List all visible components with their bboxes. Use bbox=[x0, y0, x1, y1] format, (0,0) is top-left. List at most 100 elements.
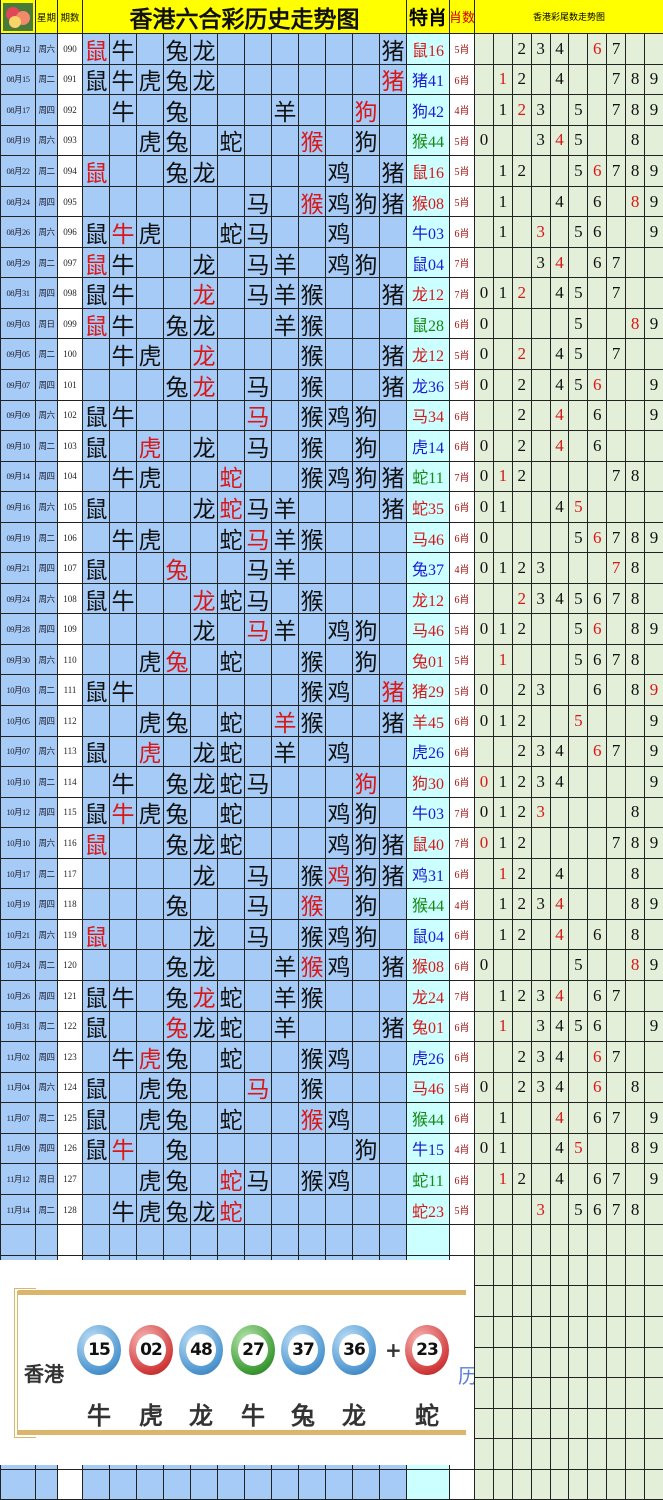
zodiac-cell bbox=[191, 125, 218, 157]
tail-digit-cell: 2 bbox=[512, 64, 532, 96]
tail-digit-cell: 0 bbox=[475, 1133, 494, 1165]
zodiac-cell: 兔 bbox=[164, 889, 191, 920]
tail-digit-cell bbox=[531, 278, 551, 309]
tail-digit-cell bbox=[569, 461, 589, 493]
tail-digit-cell: 8 bbox=[626, 828, 646, 859]
zodiac-cell: 鼠 bbox=[83, 156, 110, 187]
tail-digit-cell: 7 bbox=[607, 64, 627, 96]
tail-digit-cell: 1 bbox=[493, 156, 513, 187]
tail-digit-cell: 7 bbox=[607, 553, 627, 584]
zodiac-cell: 虎 bbox=[137, 125, 164, 157]
date-cell: 09月28 bbox=[1, 614, 36, 645]
zodiac-cell bbox=[110, 706, 137, 737]
zodiac-cell: 蛇 bbox=[218, 1042, 245, 1073]
zodiac-cell: 鼠 bbox=[83, 675, 110, 707]
empty-cell bbox=[493, 1316, 513, 1348]
empty-cell bbox=[493, 1439, 513, 1470]
empty-cell bbox=[607, 1378, 627, 1409]
weekday-cell: 周六 bbox=[36, 400, 58, 432]
zodiac-cell bbox=[272, 400, 299, 432]
tail-digit-cell bbox=[588, 828, 608, 859]
empty-cell bbox=[475, 1408, 494, 1440]
tail-digit-cell: 5 bbox=[569, 339, 589, 371]
zodiac-cell: 鸡 bbox=[326, 156, 353, 187]
tail-digit-cell bbox=[550, 644, 570, 676]
zodiac-count-cell: 5肖 bbox=[450, 156, 475, 187]
empty-cell bbox=[569, 1378, 589, 1409]
zodiac-cell bbox=[83, 522, 110, 554]
zodiac-cell bbox=[353, 1072, 380, 1104]
zodiac-cell: 兔 bbox=[164, 1072, 191, 1104]
tail-digit-cell bbox=[493, 736, 513, 768]
zodiac-cell bbox=[83, 858, 110, 890]
zodiac-cell: 鼠 bbox=[83, 828, 110, 859]
weekday-cell: 周四 bbox=[36, 797, 58, 829]
ball-zodiac: 牛 bbox=[87, 1402, 111, 1430]
tail-digit-cell: 4 bbox=[550, 400, 570, 432]
empty-cell bbox=[588, 1408, 608, 1440]
tail-digit-cell: 9 bbox=[645, 308, 663, 340]
zodiac-cell bbox=[353, 217, 380, 248]
zodiac-cell bbox=[245, 644, 272, 676]
tail-digit-cell: 7 bbox=[607, 1042, 627, 1073]
tail-digit-cell bbox=[531, 828, 551, 859]
zodiac-cell bbox=[137, 858, 164, 890]
zodiac-cell bbox=[218, 950, 245, 981]
tail-digit-cell: 0 bbox=[475, 125, 494, 157]
tail-digit-cell: 8 bbox=[626, 675, 646, 707]
empty-cell bbox=[588, 1225, 608, 1256]
tail-digit-cell bbox=[531, 1103, 551, 1134]
tail-digit-cell: 3 bbox=[531, 1194, 551, 1226]
weekday-cell: 周二 bbox=[36, 1011, 58, 1043]
latest-draw-banner: 香港 15 牛 02 虎 48 龙 27 牛 37 兔 36 龙 23 蛇 + 历 bbox=[0, 1260, 474, 1465]
zodiac-cell: 马 bbox=[245, 217, 272, 248]
zodiac-cell: 马 bbox=[245, 400, 272, 432]
tail-digit-cell: 0 bbox=[475, 370, 494, 401]
empty-cell bbox=[531, 1408, 551, 1440]
zodiac-cell bbox=[110, 889, 137, 920]
tail-digit-cell: 9 bbox=[645, 95, 663, 126]
tail-digit-cell: 9 bbox=[645, 1103, 663, 1134]
zodiac-cell: 龙 bbox=[191, 339, 218, 371]
date-cell: 08月26 bbox=[1, 217, 36, 248]
date-cell: 10月21 bbox=[1, 919, 36, 951]
period-cell: 110 bbox=[58, 644, 83, 676]
tail-digit-cell: 2 bbox=[512, 889, 532, 920]
zodiac-cell: 马 bbox=[245, 858, 272, 890]
zodiac-cell: 虎 bbox=[137, 797, 164, 829]
zodiac-cell bbox=[245, 64, 272, 96]
zodiac-cell bbox=[380, 553, 407, 584]
zodiac-cell: 蛇 bbox=[218, 980, 245, 1012]
zodiac-count-cell: 6肖 bbox=[450, 858, 475, 890]
tail-digit-cell: 2 bbox=[512, 797, 532, 829]
tail-digit-cell: 9 bbox=[645, 614, 663, 645]
zodiac-cell bbox=[245, 797, 272, 829]
zodiac-cell bbox=[218, 64, 245, 96]
tail-digit-cell: 9 bbox=[645, 522, 663, 554]
empty-cell bbox=[218, 1469, 245, 1500]
weekday-cell: 周二 bbox=[36, 247, 58, 279]
special-zodiac-cell: 龙12 bbox=[407, 583, 450, 615]
zodiac-cell bbox=[272, 583, 299, 615]
zodiac-cell: 龙 bbox=[191, 431, 218, 462]
weekday-cell: 周二 bbox=[36, 858, 58, 890]
zodiac-cell: 龙 bbox=[191, 370, 218, 401]
tail-digit-cell: 6 bbox=[588, 431, 608, 462]
tail-digit-cell bbox=[493, 125, 513, 157]
tail-digit-cell bbox=[626, 247, 646, 279]
tail-digit-cell bbox=[588, 492, 608, 523]
zodiac-cell bbox=[326, 1133, 353, 1165]
tail-digit-cell: 1 bbox=[493, 828, 513, 859]
zodiac-cell bbox=[353, 492, 380, 523]
zodiac-cell: 虎 bbox=[137, 431, 164, 462]
tail-digit-cell bbox=[645, 919, 663, 951]
tail-digit-cell bbox=[645, 553, 663, 584]
logo-rose-image bbox=[1, 0, 36, 34]
tail-digit-cell: 4 bbox=[550, 492, 570, 523]
tail-digit-cell bbox=[569, 64, 589, 96]
lottery-ball: 15 bbox=[77, 1325, 121, 1375]
zodiac-cell bbox=[353, 522, 380, 554]
empty-cell bbox=[512, 1316, 532, 1348]
zodiac-cell bbox=[272, 34, 299, 65]
weekday-cell: 周二 bbox=[36, 1194, 58, 1226]
